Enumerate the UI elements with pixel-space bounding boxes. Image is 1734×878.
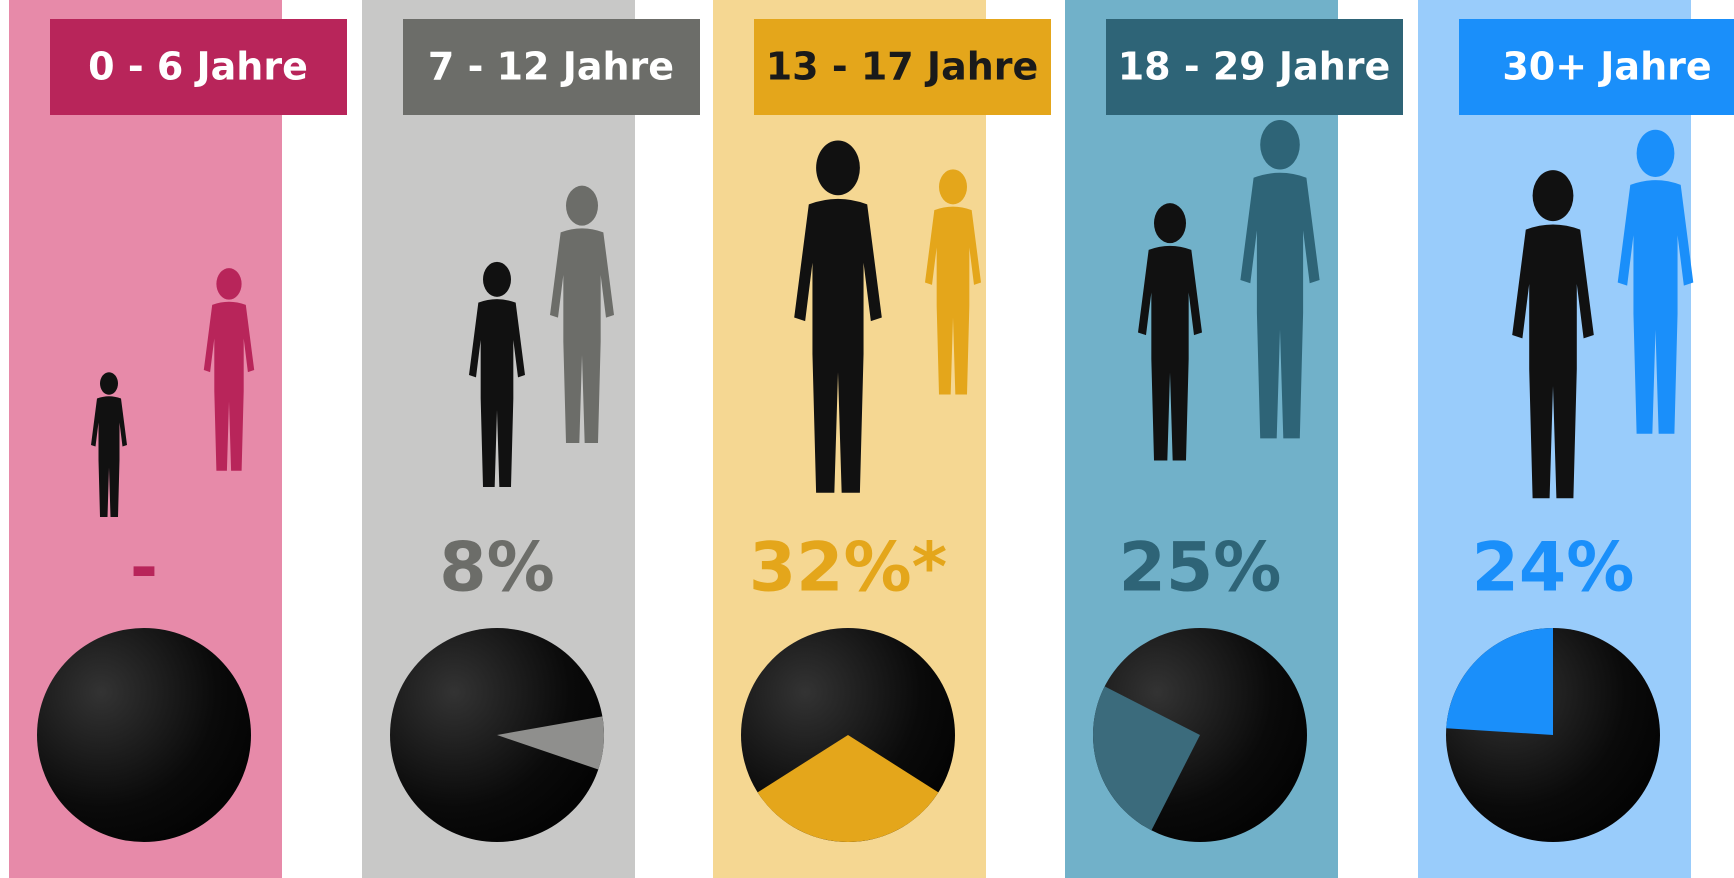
columns: 0 - 6 Jahre - 7 - 12 Jahre 8% 13 - 17 Jahre 3…	[9, 0, 1734, 878]
header-title: 18 - 29 Jahre	[1118, 45, 1391, 89]
percent-label: 8%	[439, 529, 554, 608]
percent-label: 32%*	[749, 529, 947, 608]
age-column: 13 - 17 Jahre 32%*	[713, 0, 1051, 878]
percent-label: 25%	[1119, 529, 1282, 608]
age-column: 0 - 6 Jahre -	[9, 0, 347, 878]
percent-label: -	[130, 529, 158, 608]
age-column: 7 - 12 Jahre 8%	[362, 0, 700, 878]
header-title: 0 - 6 Jahre	[88, 45, 308, 89]
age-column: 30+ Jahre 24%	[1418, 0, 1734, 878]
age-column: 18 - 29 Jahre 25%	[1065, 0, 1403, 878]
pie-remainder	[37, 628, 251, 842]
percent-label: 24%	[1472, 529, 1635, 608]
header-title: 7 - 12 Jahre	[428, 45, 674, 89]
infographic: 0 - 6 Jahre - 7 - 12 Jahre 8% 13 - 17 Jahre 3…	[0, 0, 1734, 878]
header-title: 30+ Jahre	[1502, 45, 1711, 89]
header-title: 13 - 17 Jahre	[766, 45, 1039, 89]
